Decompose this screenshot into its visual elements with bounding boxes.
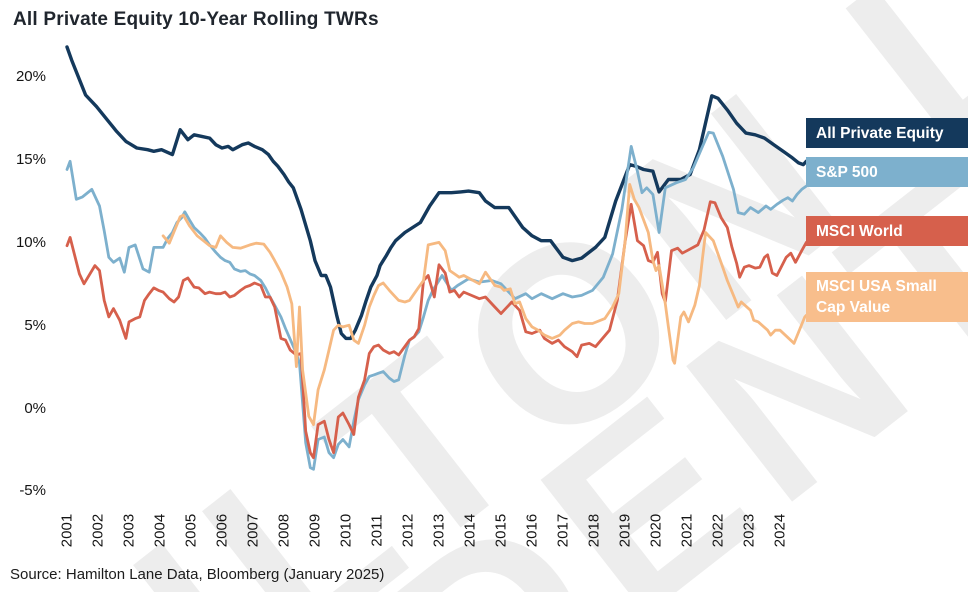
y-tick-label: 10% [15,233,46,251]
x-tick-label: 2002 [89,513,107,548]
legend-chip-sp500: S&P 500 [806,157,968,187]
x-tick-label: 2006 [213,513,231,548]
legend-chip-all-private-equity: All Private Equity [806,118,968,148]
x-tick-label: 2019 [616,513,634,548]
series-line-all-private-equity [65,45,808,341]
x-tick-label: 2023 [740,513,758,548]
x-tick-label: 2001 [58,513,76,548]
y-tick-label: -5% [19,482,46,500]
x-tick-label: 2022 [709,513,727,548]
y-tick-label: 20% [15,68,46,86]
x-tick-label: 2017 [554,513,572,548]
series-line-msci-world [65,200,808,460]
x-tick-label: 2018 [585,513,603,548]
x-tick-label: 2020 [647,513,665,548]
x-tick-label: 2021 [678,513,696,548]
y-tick-label: 0% [24,399,46,417]
x-tick-label: 2016 [523,513,541,548]
x-tick-label: 2003 [120,513,138,548]
x-tick-label: 2009 [306,513,324,548]
x-tick-label: 2013 [430,513,448,548]
x-tick-label: 2005 [182,513,200,548]
legend-chip-msci-usa-small-cap-value: MSCI USA Small Cap Value [806,272,968,322]
chart-title: All Private Equity 10-Year Rolling TWRs [13,9,379,30]
y-tick-label: 5% [24,316,46,334]
x-tick-label: 2004 [151,513,169,548]
x-tick-label: 2012 [399,513,417,548]
x-tick-label: 2024 [771,513,789,548]
x-tick-label: 2010 [337,513,355,548]
y-tick-label: 15% [15,151,46,169]
legend-chip-msci-world: MSCI World [806,216,968,246]
x-tick-label: 2015 [492,513,510,548]
x-tick-label: 2011 [368,514,386,547]
x-tick-label: 2008 [275,513,293,548]
x-tick-label: 2014 [461,513,479,548]
source-note: Source: Hamilton Lane Data, Bloomberg (J… [10,566,385,583]
series-line-msci-usa-small-cap-value [161,182,808,427]
x-tick-label: 2007 [244,513,262,548]
